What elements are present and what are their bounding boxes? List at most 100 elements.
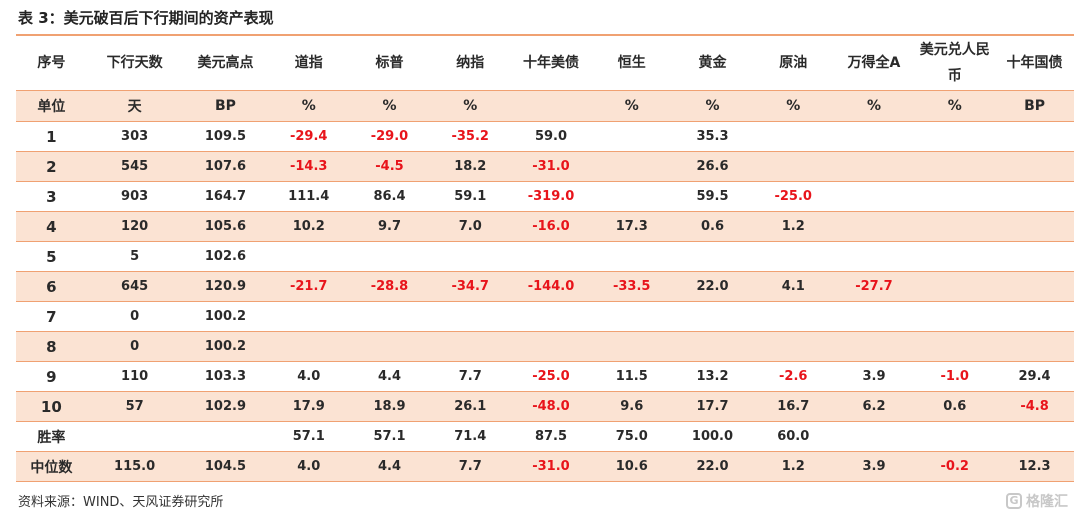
table-cell: 109.5 [182, 121, 269, 152]
row-label: 8 [16, 331, 87, 362]
table-cell: 545 [86, 151, 183, 182]
unit-cell: % [591, 90, 673, 122]
table-cell [429, 331, 511, 362]
table-row: 中位数 115.0 104.5 4.0 4.4 7.7 -31.0 10.6 22.0 1.2 3.… [16, 451, 1074, 482]
table-cell: -16.0 [510, 211, 592, 242]
table-cell [914, 271, 996, 302]
table-cell [752, 241, 834, 272]
table-cell: 645 [86, 271, 183, 302]
column-header: 纳指 [456, 55, 485, 71]
table-cell: 110 [86, 361, 183, 392]
table-cell [833, 301, 915, 332]
table-cell: 29.4 [995, 361, 1074, 392]
brand-logo-icon: G [1006, 493, 1022, 509]
unit-cell: BP [182, 90, 269, 122]
column-header: 美元兑人民币 [919, 42, 990, 84]
table-cell: 4.4 [349, 451, 430, 482]
row-label: 4 [16, 211, 87, 242]
table-row: 9 110 103.3 4.0 4.4 7.7 -25.0 11.5 13.2 -2.6 3.9 -1… [16, 361, 1074, 392]
table-cell: 10.6 [591, 451, 673, 482]
table-cell: 26.1 [429, 391, 511, 422]
table-cell: 7.7 [429, 451, 511, 482]
column-header: 黄金 [698, 55, 727, 71]
table-row: 3 903 164.7 111.4 86.4 59.1 -319.0 59.5 -25.0 [16, 181, 1074, 212]
table-cell: 57 [86, 391, 183, 422]
table-row: 胜率 57.1 57.1 71.4 87.5 75.0 100.0 60.0 [16, 421, 1074, 452]
table-cell: 7.7 [429, 361, 511, 392]
table-cell [268, 301, 350, 332]
table-cell [833, 121, 915, 152]
table-cell [914, 211, 996, 242]
table-cell [510, 241, 592, 272]
table-cell: -34.7 [429, 271, 511, 302]
table-cell: 13.2 [672, 361, 753, 392]
table-cell [995, 331, 1074, 362]
table-cell [752, 151, 834, 182]
table-cell: 59.1 [429, 181, 511, 212]
table-cell: 9.7 [349, 211, 430, 242]
table-cell: 35.3 [672, 121, 753, 152]
table-cell: 107.6 [182, 151, 269, 182]
table-cell: 100.2 [182, 331, 269, 362]
table-cell [591, 301, 673, 332]
table-cell [995, 271, 1074, 302]
column-header: 恒生 [617, 55, 646, 71]
table-cell [591, 331, 673, 362]
table-cell: 104.5 [182, 451, 269, 482]
unit-cell: 天 [86, 90, 183, 122]
table-cell: 4.1 [752, 271, 834, 302]
row-label: 中位数 [16, 451, 87, 482]
row-label: 胜率 [16, 421, 87, 452]
table-cell: -21.7 [268, 271, 350, 302]
table-cell: 4.0 [268, 451, 350, 482]
unit-cell [510, 90, 592, 122]
table-cell [672, 331, 753, 362]
table-cell [914, 301, 996, 332]
table-cell [268, 331, 350, 362]
table-cell: 59.5 [672, 181, 753, 212]
table-cell [833, 241, 915, 272]
table-cell: -31.0 [510, 451, 592, 482]
table-cell: 0 [86, 301, 183, 332]
unit-cell: % [914, 90, 996, 122]
table-cell: -25.0 [510, 361, 592, 392]
table-cell [914, 121, 996, 152]
column-header: 十年美债 [522, 55, 579, 71]
table-cell [591, 181, 673, 212]
table-cell [995, 241, 1074, 272]
table-cell: 3.9 [833, 361, 915, 392]
table-cell [672, 241, 753, 272]
table-cell [591, 121, 673, 152]
table-cell: 22.0 [672, 271, 753, 302]
table-cell: 164.7 [182, 181, 269, 212]
table-cell: 75.0 [591, 421, 673, 452]
table-cell: 4.4 [349, 361, 430, 392]
watermark-text: 格隆汇 [1026, 494, 1068, 510]
table-row: 8 0 100.2 [16, 331, 1074, 362]
table-cell [182, 421, 269, 452]
table-cell [591, 241, 673, 272]
table-row: 5 5 102.6 [16, 241, 1074, 272]
table-cell: -28.8 [349, 271, 430, 302]
column-header: 万得全A [847, 55, 901, 71]
table-cell: -4.8 [995, 391, 1074, 422]
row-label: 10 [16, 391, 87, 422]
table-row: 1 303 109.5 -29.4 -29.0 -35.2 59.0 35.3 [16, 121, 1074, 152]
table-cell: 3.9 [833, 451, 915, 482]
table-cell [995, 181, 1074, 212]
table-cell: -31.0 [510, 151, 592, 182]
table-cell: 100.2 [182, 301, 269, 332]
table-cell: 5 [86, 241, 183, 272]
table-cell [833, 211, 915, 242]
table-cell: 16.7 [752, 391, 834, 422]
table-cell: 1.2 [752, 211, 834, 242]
table-cell: 57.1 [268, 421, 350, 452]
table-cell: 26.6 [672, 151, 753, 182]
table-cell: -2.6 [752, 361, 834, 392]
table-cell [349, 301, 430, 332]
table-cell [995, 151, 1074, 182]
table-cell: 0 [86, 331, 183, 362]
table-cell: 115.0 [86, 451, 183, 482]
table-cell [914, 181, 996, 212]
table-cell [914, 421, 996, 452]
